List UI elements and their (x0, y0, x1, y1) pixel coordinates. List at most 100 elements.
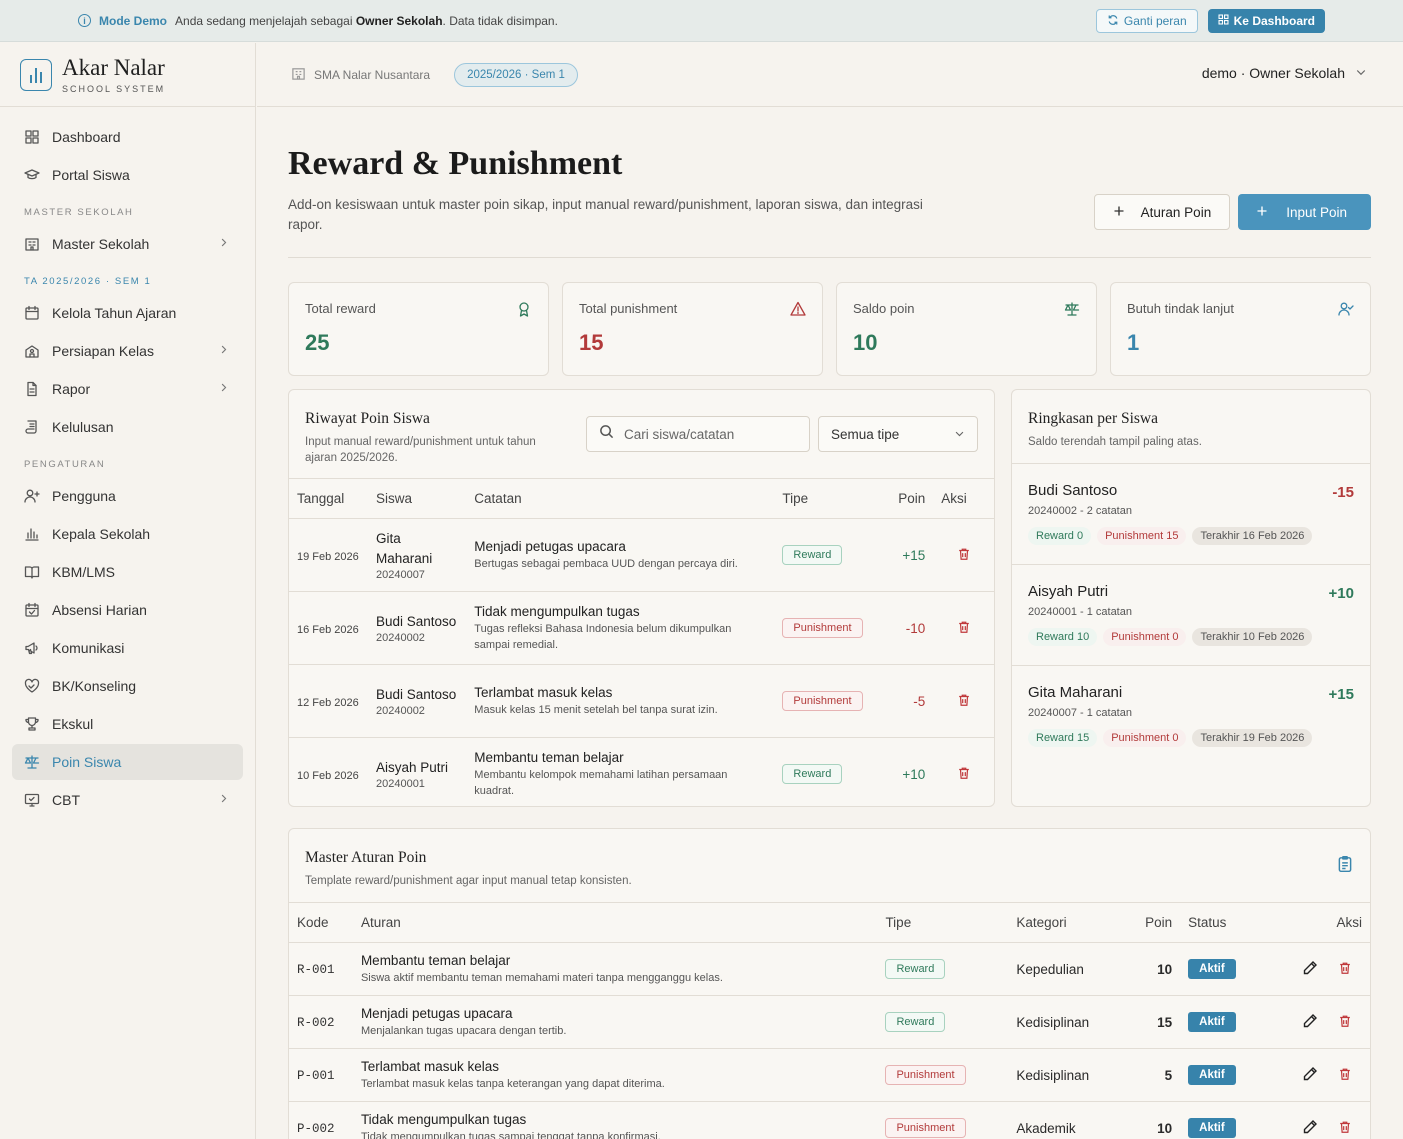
row-points: +10 (870, 737, 934, 806)
scale-icon (24, 754, 40, 770)
rule-name: Menjadi petugas upacara (360, 1005, 513, 1021)
trash-icon[interactable] (1338, 961, 1352, 978)
stats-row: Total reward 25 Total punishment 15 Saldo po… (288, 282, 1371, 376)
input-points-button[interactable]: Input Poin (1238, 194, 1371, 230)
bar-chart-logo-icon (20, 58, 52, 91)
rules-button[interactable]: Aturan Poin (1093, 194, 1231, 230)
status-badge[interactable]: Aktif (1188, 1118, 1236, 1138)
column-header[interactable]: Kode (289, 902, 353, 943)
sidebar-item-absensi-harian[interactable]: Absensi Harian (12, 592, 243, 628)
trash-icon[interactable] (957, 547, 971, 561)
column-header[interactable]: Aksi (1276, 902, 1370, 943)
summary-student-name: Gita Maharani (1028, 684, 1123, 701)
table-row[interactable]: R-001 Membantu teman belajar Siswa aktif m… (289, 942, 1370, 996)
sidebar-item-portal-siswa[interactable]: Portal Siswa (12, 157, 243, 193)
warning-icon (790, 301, 806, 317)
sidebar-item-master-sekolah[interactable]: Master Sekolah (12, 226, 243, 262)
sidebar-item-kbm-lms[interactable]: KBM/LMS (12, 554, 243, 590)
summary-score: -15 (1332, 484, 1354, 501)
table-row[interactable]: 16 Feb 2026 Budi Santoso 20240002 Tidak men… (289, 591, 994, 665)
column-header[interactable]: Tanggal (289, 478, 368, 519)
sidebar-item-kepala-sekolah[interactable]: Kepala Sekolah (12, 516, 243, 552)
table-row[interactable]: 10 Feb 2026 Aisyah Putri 20240001 Membantu … (289, 737, 994, 806)
pencil-icon[interactable] (1302, 1013, 1318, 1032)
status-badge[interactable]: Aktif (1188, 1065, 1236, 1085)
brand[interactable]: Akar Nalar SCHOOL SYSTEM (0, 43, 255, 107)
summary-item[interactable]: Budi Santoso -15 20240002 - 2 catatan Rewar… (1012, 463, 1370, 564)
column-header[interactable]: Kategori (1008, 902, 1121, 943)
table-row[interactable]: 19 Feb 2026 Gita Maharani 20240007 Menjadi … (289, 518, 994, 592)
summary-score: +10 (1328, 585, 1354, 602)
row-date: 19 Feb 2026 (297, 550, 359, 563)
stat-card: Butuh tindak lanjut 1 (1110, 282, 1371, 376)
column-header[interactable]: Siswa (367, 478, 467, 519)
summary-item[interactable]: Gita Maharani +15 20240007 - 1 catatan Rewa… (1012, 665, 1370, 766)
pencil-icon[interactable] (1302, 960, 1318, 979)
sidebar-item-kelulusan[interactable]: Kelulusan (12, 409, 243, 445)
trash-icon[interactable] (1338, 1067, 1352, 1084)
sidebar-item-kelola-tahun-ajaran[interactable]: Kelola Tahun Ajaran (12, 295, 243, 331)
sidebar-item-label: Kelulusan (52, 419, 114, 435)
sidebar-item-ekskul[interactable]: Ekskul (12, 706, 243, 742)
table-row[interactable]: P-001 Terlambat masuk kelas Terlambat masu… (289, 1048, 1370, 1102)
sidebar-item-label: Komunikasi (52, 640, 125, 656)
sidebar-item-cbt[interactable]: CBT (12, 782, 243, 818)
sidebar-item-komunikasi[interactable]: Komunikasi (12, 630, 243, 666)
stat-label: Butuh tindak lanjut (1127, 301, 1234, 316)
rule-code: P-002 (297, 1122, 335, 1136)
trash-icon[interactable] (1338, 1014, 1352, 1031)
go-dashboard-button[interactable]: Ke Dashboard (1207, 9, 1325, 33)
user-menu[interactable]: demo · Owner Sekolah (1202, 65, 1367, 81)
academic-year-badge[interactable]: 2025/2026 · Sem 1 (454, 62, 578, 87)
status-badge[interactable]: Aktif (1188, 959, 1236, 979)
sidebar-item-pengguna[interactable]: Pengguna (12, 478, 243, 514)
search-input[interactable] (624, 426, 794, 442)
sidebar-item-label: Rapor (52, 381, 91, 397)
switch-role-button[interactable]: Ganti peran (1095, 9, 1198, 33)
go-dashboard-label: Ke Dashboard (1233, 14, 1315, 28)
building-icon (24, 236, 40, 252)
search-box[interactable] (586, 416, 810, 452)
column-header[interactable]: Poin (1120, 902, 1181, 943)
stat-value: 10 (853, 330, 878, 355)
sidebar-item-dashboard[interactable]: Dashboard (12, 119, 243, 155)
rule-code: R-002 (297, 1016, 335, 1030)
table-row[interactable]: 12 Feb 2026 Budi Santoso 20240002 Terlambat… (289, 664, 994, 738)
trash-icon[interactable] (957, 620, 971, 634)
table-row[interactable]: P-002 Tidak mengumpulkan tugas Tidak mengu… (289, 1101, 1370, 1139)
rule-name: Membantu teman belajar (360, 952, 511, 968)
demo-message-prefix: Anda sedang menjelajah sebagai (175, 13, 353, 28)
summary-item[interactable]: Aisyah Putri +10 20240001 - 1 catatan Rewar… (1012, 564, 1370, 665)
trash-icon[interactable] (957, 693, 971, 707)
sidebar-item-persiapan-kelas[interactable]: Persiapan Kelas (12, 333, 243, 369)
type-filter-select[interactable]: Semua tipe (818, 416, 978, 452)
table-row[interactable]: R-002 Menjadi petugas upacara Menjalankan … (289, 995, 1370, 1049)
pencil-icon[interactable] (1302, 1066, 1318, 1085)
column-header[interactable]: Aksi (933, 478, 994, 519)
trash-icon[interactable] (1338, 1120, 1352, 1137)
column-header[interactable]: Status (1180, 902, 1277, 943)
heart-handshake-icon (24, 678, 40, 694)
last-date-chip: Terakhir 10 Feb 2026 (1192, 628, 1313, 646)
column-header[interactable]: Catatan (466, 478, 775, 519)
rules-subtitle: Template reward/punishment agar input ma… (305, 875, 632, 887)
pencil-icon[interactable] (1302, 1119, 1318, 1138)
sidebar-item-bk-konseling[interactable]: BK/Konseling (12, 668, 243, 704)
sidebar-item-label: Kelola Tahun Ajaran (52, 305, 177, 321)
sidebar-item-poin-siswa[interactable]: Poin Siswa (12, 744, 243, 780)
sidebar-item-rapor[interactable]: Rapor (12, 371, 243, 407)
column-header[interactable]: Tipe (774, 478, 871, 519)
column-header[interactable]: Tipe (877, 902, 1009, 943)
school-name: SMA Nalar Nusantara (314, 67, 431, 82)
trash-icon[interactable] (957, 766, 971, 780)
history-subtitle: Input manual reward/punishment untuk tah… (305, 436, 536, 464)
rule-desc: Menjalankan tugas upacara dengan tertib. (360, 1024, 567, 1037)
column-header[interactable]: Aturan (352, 902, 878, 943)
column-header[interactable]: Poin (870, 478, 934, 519)
status-badge[interactable]: Aktif (1188, 1012, 1236, 1032)
row-note: Menjadi petugas upacara (474, 538, 626, 554)
punishment-chip: Punishment 0 (1103, 628, 1187, 646)
school-label: SMA Nalar Nusantara (291, 66, 430, 84)
row-note-desc: Bertugas sebagai pembaca UUD dengan perc… (474, 557, 738, 570)
reward-chip: Reward 0 (1028, 527, 1092, 545)
